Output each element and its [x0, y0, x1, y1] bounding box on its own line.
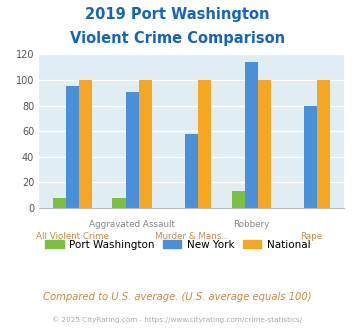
Bar: [185, 134, 198, 208]
Bar: [231, 191, 245, 208]
Text: Murder & Mans...: Murder & Mans...: [154, 232, 229, 241]
Text: © 2025 CityRating.com - https://www.cityrating.com/crime-statistics/: © 2025 CityRating.com - https://www.city…: [53, 317, 302, 323]
Text: Violent Crime Comparison: Violent Crime Comparison: [70, 31, 285, 46]
Bar: [66, 86, 79, 208]
Legend: Port Washington, New York, National: Port Washington, New York, National: [41, 236, 314, 254]
Text: 2019 Port Washington: 2019 Port Washington: [85, 7, 270, 21]
Bar: [139, 80, 152, 208]
Bar: [113, 198, 126, 208]
Text: Robbery: Robbery: [233, 220, 269, 229]
Bar: [317, 80, 331, 208]
Text: Compared to U.S. average. (U.S. average equals 100): Compared to U.S. average. (U.S. average …: [43, 292, 312, 302]
Bar: [258, 80, 271, 208]
Text: All Violent Crime: All Violent Crime: [36, 232, 109, 241]
Bar: [126, 91, 139, 208]
Bar: [245, 62, 258, 208]
Bar: [79, 80, 92, 208]
Text: Rape: Rape: [300, 232, 322, 241]
Bar: [304, 106, 317, 208]
Bar: [198, 80, 211, 208]
Text: Aggravated Assault: Aggravated Assault: [89, 220, 175, 229]
Bar: [53, 198, 66, 208]
